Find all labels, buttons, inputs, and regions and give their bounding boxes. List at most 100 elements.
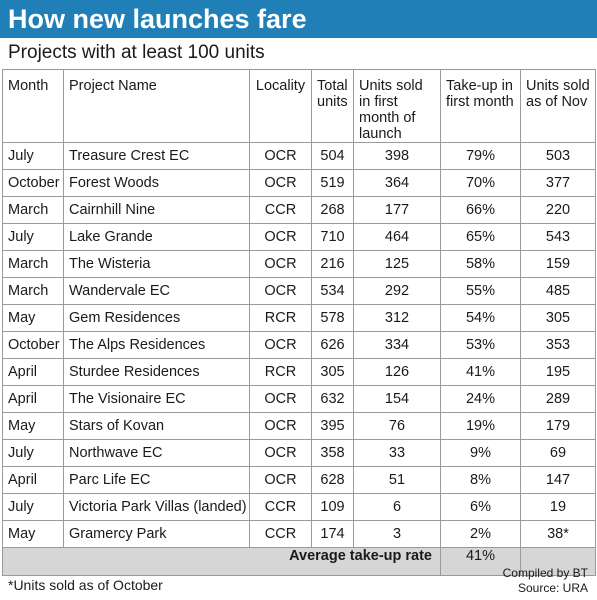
- cell-units-sold-nov: 179: [520, 412, 596, 440]
- table-row: March Cairnhill Nine CCR 268 177 66% 220: [2, 196, 596, 224]
- cell-project-name: Wandervale EC: [63, 277, 250, 305]
- cell-units-sold-first-month: 3: [353, 520, 441, 548]
- header-locality: Locality: [249, 69, 312, 143]
- cell-total-units: 710: [311, 223, 354, 251]
- cell-total-units: 358: [311, 439, 354, 467]
- table-row: March The Wisteria OCR 216 125 58% 159: [2, 250, 596, 278]
- cell-project-name: The Alps Residences: [63, 331, 250, 359]
- cell-month: October: [2, 169, 64, 197]
- cell-units-sold-first-month: 125: [353, 250, 441, 278]
- table-row: May Stars of Kovan OCR 395 76 19% 179: [2, 412, 596, 440]
- cell-take-up-first-month: 79%: [440, 142, 521, 170]
- cell-month: May: [2, 304, 64, 332]
- cell-take-up-first-month: 70%: [440, 169, 521, 197]
- cell-total-units: 534: [311, 277, 354, 305]
- cell-total-units: 174: [311, 520, 354, 548]
- cell-project-name: Gem Residences: [63, 304, 250, 332]
- cell-units-sold-first-month: 154: [353, 385, 441, 413]
- page-title: How new launches fare: [0, 0, 597, 38]
- cell-total-units: 216: [311, 250, 354, 278]
- cell-take-up-first-month: 53%: [440, 331, 521, 359]
- header-take-up-first-month: Take-up in first month: [440, 69, 521, 143]
- cell-units-sold-first-month: 364: [353, 169, 441, 197]
- header-month: Month: [2, 69, 64, 143]
- cell-locality: OCR: [249, 331, 312, 359]
- cell-locality: RCR: [249, 304, 312, 332]
- cell-units-sold-first-month: 76: [353, 412, 441, 440]
- table-row: July Treasure Crest EC OCR 504 398 79% 503: [2, 142, 596, 170]
- cell-locality: OCR: [249, 250, 312, 278]
- cell-project-name: Treasure Crest EC: [63, 142, 250, 170]
- cell-locality: OCR: [249, 142, 312, 170]
- cell-month: May: [2, 412, 64, 440]
- cell-units-sold-nov: 353: [520, 331, 596, 359]
- cell-total-units: 578: [311, 304, 354, 332]
- cell-month: March: [2, 277, 64, 305]
- cell-project-name: The Wisteria: [63, 250, 250, 278]
- cell-locality: CCR: [249, 493, 312, 521]
- table-row: July Lake Grande OCR 710 464 65% 543: [2, 223, 596, 251]
- header-units-sold-nov: Units sold as of Nov: [520, 69, 596, 143]
- cell-locality: RCR: [249, 358, 312, 386]
- cell-locality: OCR: [249, 277, 312, 305]
- cell-units-sold-nov: 543: [520, 223, 596, 251]
- cell-project-name: Lake Grande: [63, 223, 250, 251]
- header-units-sold-first-month: Units sold in first month of launch: [353, 69, 441, 143]
- cell-project-name: Cairnhill Nine: [63, 196, 250, 224]
- cell-units-sold-first-month: 292: [353, 277, 441, 305]
- table-row: April The Visionaire EC OCR 632 154 24% 289: [2, 385, 596, 413]
- cell-units-sold-nov: 147: [520, 466, 596, 494]
- average-row: Average take-up rate 41%: [2, 547, 596, 576]
- cell-project-name: The Visionaire EC: [63, 385, 250, 413]
- cell-units-sold-nov: 289: [520, 385, 596, 413]
- cell-locality: OCR: [249, 412, 312, 440]
- cell-units-sold-first-month: 126: [353, 358, 441, 386]
- cell-units-sold-nov: 19: [520, 493, 596, 521]
- cell-locality: OCR: [249, 223, 312, 251]
- cell-locality: OCR: [249, 385, 312, 413]
- cell-take-up-first-month: 6%: [440, 493, 521, 521]
- cell-units-sold-first-month: 464: [353, 223, 441, 251]
- table-row: October The Alps Residences OCR 626 334 53% 35…: [2, 331, 596, 359]
- cell-units-sold-nov: 485: [520, 277, 596, 305]
- cell-take-up-first-month: 9%: [440, 439, 521, 467]
- header-project-name: Project Name: [63, 69, 250, 143]
- table-body: July Treasure Crest EC OCR 504 398 79% 503 Octo…: [2, 142, 596, 548]
- header-total-units: Total units: [311, 69, 354, 143]
- cell-total-units: 395: [311, 412, 354, 440]
- cell-project-name: Sturdee Residences: [63, 358, 250, 386]
- cell-units-sold-nov: 38*: [520, 520, 596, 548]
- cell-units-sold-first-month: 33: [353, 439, 441, 467]
- cell-total-units: 504: [311, 142, 354, 170]
- cell-take-up-first-month: 65%: [440, 223, 521, 251]
- table-row: April Parc Life EC OCR 628 51 8% 147: [2, 466, 596, 494]
- cell-locality: OCR: [249, 466, 312, 494]
- cell-total-units: 632: [311, 385, 354, 413]
- cell-take-up-first-month: 8%: [440, 466, 521, 494]
- cell-locality: OCR: [249, 169, 312, 197]
- cell-month: July: [2, 142, 64, 170]
- table-header-row: Month Project Name Locality Total units …: [2, 69, 596, 143]
- table-row: July Northwave EC OCR 358 33 9% 69: [2, 439, 596, 467]
- source: Source: URA: [517, 581, 588, 595]
- cell-month: March: [2, 250, 64, 278]
- cell-total-units: 626: [311, 331, 354, 359]
- cell-units-sold-nov: 305: [520, 304, 596, 332]
- cell-units-sold-nov: 377: [520, 169, 596, 197]
- cell-total-units: 628: [311, 466, 354, 494]
- compiled-by: Compiled by BT: [502, 566, 588, 580]
- cell-units-sold-nov: 195: [520, 358, 596, 386]
- cell-project-name: Parc Life EC: [63, 466, 250, 494]
- cell-locality: OCR: [249, 439, 312, 467]
- cell-project-name: Victoria Park Villas (landed): [63, 493, 250, 521]
- cell-units-sold-nov: 69: [520, 439, 596, 467]
- cell-units-sold-nov: 220: [520, 196, 596, 224]
- cell-take-up-first-month: 58%: [440, 250, 521, 278]
- cell-project-name: Forest Woods: [63, 169, 250, 197]
- cell-month: April: [2, 358, 64, 386]
- cell-month: July: [2, 493, 64, 521]
- cell-units-sold-first-month: 6: [353, 493, 441, 521]
- table-row: October Forest Woods OCR 519 364 70% 377: [2, 169, 596, 197]
- cell-total-units: 519: [311, 169, 354, 197]
- cell-units-sold-first-month: 177: [353, 196, 441, 224]
